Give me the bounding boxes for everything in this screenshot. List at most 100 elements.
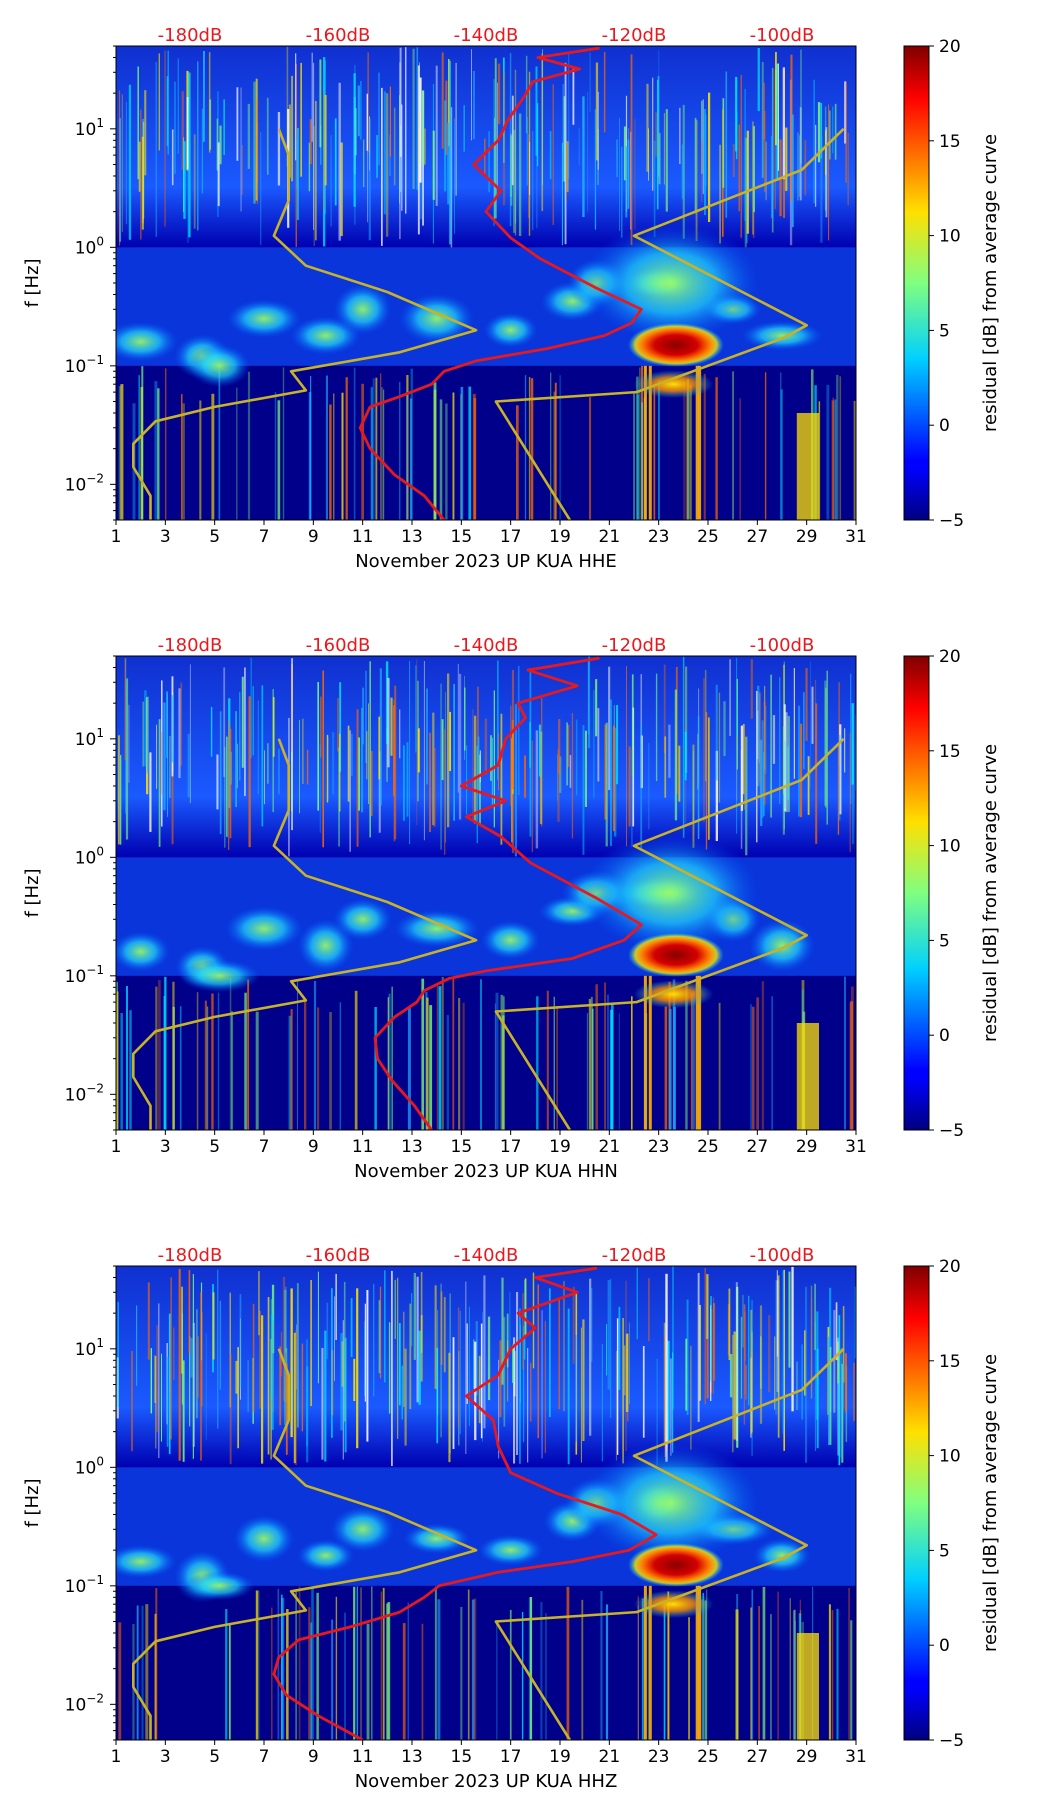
colorbar-tick-label: 5 (939, 931, 950, 951)
y-axis: 10−2 10−1 100 101 f [Hz] (22, 1265, 116, 1741)
x-tick-label: 9 (308, 1747, 319, 1767)
x-axis-label: November 2023 UP KUA HHZ (355, 1771, 618, 1792)
colorbar: −5 0 5 10 15 20 residual [dB] from average cur… (903, 37, 1001, 531)
x-tick-label: 25 (697, 1137, 719, 1157)
colorbar-tick-label: −5 (939, 1121, 964, 1141)
colorbar-tick-label: 10 (939, 1447, 961, 1467)
x-tick-label: 5 (209, 1137, 220, 1157)
storm-core (627, 1542, 724, 1587)
storm-halo (581, 1443, 761, 1563)
colorbar-tick-label: −5 (939, 1731, 964, 1751)
strong-column (648, 365, 652, 520)
colorbar-tick-label: 10 (939, 227, 961, 247)
high-frequency-streaks (118, 656, 856, 857)
strong-column (695, 975, 699, 1130)
top-db-labels: -180dB -160dB -140dB -120dB -100dB (158, 1245, 815, 1266)
x-tick-label: 21 (599, 527, 621, 547)
x-axis-label: November 2023 UP KUA HHN (354, 1161, 618, 1182)
x-tick-label: 15 (451, 527, 473, 547)
x-tick-label: 15 (451, 1747, 473, 1767)
broadband-block (796, 412, 819, 520)
y-tick-label: 10−2 (65, 1081, 104, 1105)
x-tick-label: 27 (747, 1137, 769, 1157)
microseism-blobs (116, 223, 824, 399)
y-tick-label: 101 (75, 726, 104, 750)
heatmap (116, 656, 856, 1130)
strong-column (695, 365, 699, 520)
strong-column (648, 1585, 652, 1740)
top-db-label: -140dB (454, 1245, 519, 1266)
colorbar-tick-label: 15 (939, 1352, 961, 1372)
top-db-label: -180dB (158, 635, 223, 656)
curve-average-psd-curve (373, 656, 643, 1130)
x-tick-label: 11 (352, 527, 374, 547)
x-tick-label: 17 (500, 1747, 522, 1767)
strong-column (698, 365, 702, 520)
colorbar-label: residual [dB] from average curve (980, 134, 1001, 432)
curve-nlnm (132, 1348, 478, 1740)
x-tick-label: 19 (549, 527, 571, 547)
colorbar-label: residual [dB] from average curve (980, 744, 1001, 1042)
colorbar-tick-label: 20 (939, 37, 961, 57)
strong-column (698, 975, 702, 1130)
x-tick-label: 31 (845, 527, 867, 547)
high-frequency-band (116, 46, 856, 248)
storm-core (627, 932, 724, 977)
curve-average-psd-curve (272, 1266, 658, 1740)
high-frequency-streaks (119, 46, 849, 248)
x-tick-label: 23 (648, 1747, 670, 1767)
top-db-label: -160dB (306, 25, 371, 46)
x-tick-label: 9 (308, 527, 319, 547)
y-tick-label: 10−2 (65, 1691, 104, 1715)
x-tick-label: 19 (549, 1137, 571, 1157)
top-db-label: -120dB (602, 1245, 667, 1266)
curve-nhnm (494, 737, 845, 1130)
top-db-label: -140dB (454, 635, 519, 656)
curve-nlnm (132, 128, 478, 520)
y-tick-label: 101 (75, 116, 104, 140)
low-frequency-spikes (116, 975, 854, 1130)
x-tick-label: 25 (697, 527, 719, 547)
y-tick-label: 100 (75, 1454, 104, 1478)
colorbar-tick-label: −5 (939, 511, 964, 531)
colorbar-tick-label: 5 (939, 321, 950, 341)
colorbar-gradient (903, 1265, 930, 1741)
colorbar-gradient (903, 655, 930, 1131)
x-tick-label: 5 (209, 1747, 220, 1767)
top-db-label: -120dB (602, 25, 667, 46)
curve-nhnm (494, 1347, 845, 1740)
colorbar-tick-label: 15 (939, 742, 961, 762)
colorbar: −5 0 5 10 15 20 residual [dB] from average cur… (903, 647, 1001, 1141)
y-axis: 10−2 10−1 100 101 f [Hz] (22, 655, 116, 1131)
colorbar: −5 0 5 10 15 20 residual [dB] from average cur… (903, 1257, 1001, 1751)
top-db-label: -160dB (306, 1245, 371, 1266)
strong-column (643, 365, 647, 520)
x-tick-label: 11 (352, 1747, 374, 1767)
strong-column (643, 975, 647, 1130)
x-tick-label: 11 (352, 1137, 374, 1157)
curve-nhnm (494, 127, 845, 520)
top-db-labels: -180dB -160dB -140dB -120dB -100dB (158, 635, 815, 656)
colorbar-tick-label: 0 (939, 1026, 950, 1046)
top-db-label: -100dB (750, 25, 815, 46)
top-db-label: -180dB (158, 25, 223, 46)
x-tick-label: 29 (796, 1747, 818, 1767)
y-tick-label: 10−2 (65, 471, 104, 495)
y-tick-label: 100 (75, 234, 104, 258)
x-tick-label: 17 (500, 1137, 522, 1157)
storm-halo (581, 223, 761, 343)
y-tick-label: 10−1 (65, 1573, 104, 1597)
x-tick-label: 3 (160, 1747, 171, 1767)
x-tick-label: 17 (500, 527, 522, 547)
y-tick-label: 10−1 (65, 963, 104, 987)
x-tick-label: 1 (111, 1137, 122, 1157)
top-db-label: -160dB (306, 635, 371, 656)
colorbar-tick-label: 20 (939, 1257, 961, 1277)
y-axis-label: f [Hz] (22, 258, 43, 307)
y-tick-label: 10−1 (65, 353, 104, 377)
